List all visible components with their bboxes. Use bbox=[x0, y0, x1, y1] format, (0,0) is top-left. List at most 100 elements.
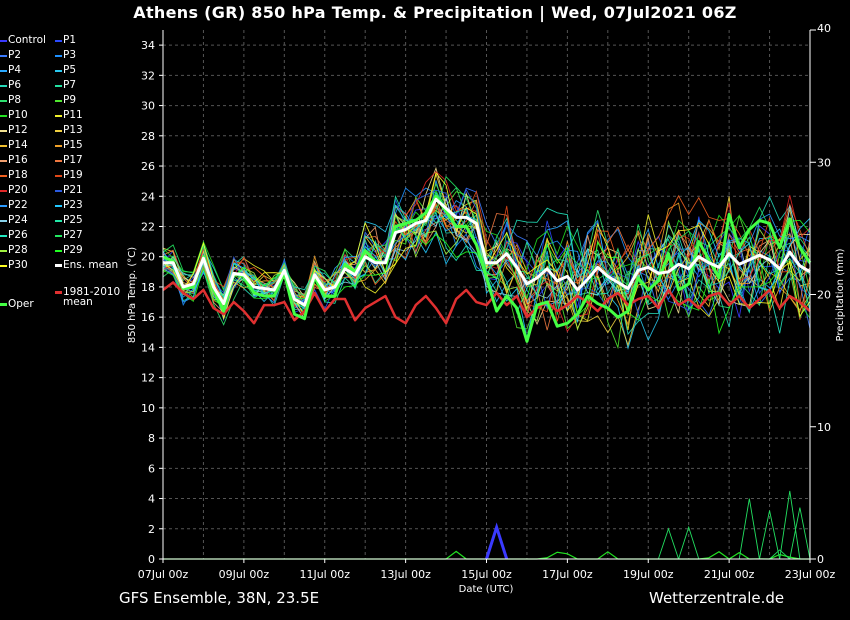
chart-ticks: 0246810121416182022242628303234010203040… bbox=[138, 22, 836, 581]
x-tick-label: 23Jul 00z bbox=[785, 568, 836, 581]
legend-swatch bbox=[55, 145, 62, 147]
precip-spike bbox=[678, 525, 700, 560]
legend-label: P15 bbox=[63, 139, 83, 151]
x-tick-label: 13Jul 00z bbox=[380, 568, 431, 581]
y-axis-label: 850 hPa Temp. (°C) bbox=[127, 247, 138, 343]
y-tick-label: 2 bbox=[148, 523, 155, 536]
legend-swatch bbox=[55, 175, 62, 177]
ens-mean-line bbox=[163, 197, 811, 307]
legend-swatch bbox=[55, 130, 62, 132]
legend-swatch bbox=[0, 205, 7, 207]
y2-tick-label: 30 bbox=[817, 156, 831, 169]
member-line bbox=[162, 195, 811, 336]
x-tick-label: 11Jul 00z bbox=[299, 568, 350, 581]
page-title: Athens (GR) 850 hPa Temp. & Precipitatio… bbox=[133, 3, 737, 22]
legend-swatch bbox=[55, 205, 62, 207]
legend-label: P7 bbox=[63, 79, 77, 91]
legend-label: P24 bbox=[8, 214, 28, 226]
y-tick-label: 14 bbox=[141, 341, 155, 354]
legend-label: P25 bbox=[63, 214, 83, 226]
legend-swatch bbox=[0, 85, 7, 87]
y-tick-label: 24 bbox=[141, 190, 155, 203]
legend-label: P12 bbox=[8, 124, 28, 136]
legend-swatch bbox=[0, 235, 7, 237]
y2-axis-label: Precipitation (mm) bbox=[835, 248, 846, 341]
site-name: Wetterzentrale.de bbox=[649, 589, 785, 607]
legend-swatch bbox=[0, 70, 7, 72]
y-tick-label: 30 bbox=[141, 100, 155, 113]
legend-swatch bbox=[55, 115, 62, 117]
y-tick-label: 34 bbox=[141, 39, 155, 52]
legend-swatch bbox=[55, 100, 62, 102]
legend-label: Ens. mean bbox=[63, 259, 119, 271]
legend-label: P19 bbox=[63, 169, 83, 181]
legend-swatch bbox=[55, 190, 62, 192]
main-lines bbox=[162, 194, 812, 343]
legend-swatch bbox=[0, 145, 7, 147]
legend-label: P26 bbox=[8, 229, 28, 241]
y-tick-label: 20 bbox=[141, 251, 155, 264]
legend-label: P9 bbox=[63, 94, 77, 106]
x-tick-label: 15Jul 00z bbox=[461, 568, 512, 581]
member-line bbox=[162, 172, 811, 347]
legend-swatch bbox=[0, 160, 7, 162]
y-tick-label: 26 bbox=[141, 160, 155, 173]
climate-mean-line bbox=[162, 281, 811, 325]
legend-label: P6 bbox=[8, 79, 22, 91]
legend-label: Oper bbox=[8, 298, 34, 310]
y-tick-label: 4 bbox=[148, 493, 155, 506]
legend-swatch bbox=[55, 264, 62, 267]
legend-swatch bbox=[0, 175, 7, 177]
legend-swatch bbox=[55, 70, 62, 72]
legend-label: P16 bbox=[8, 154, 28, 166]
legend-swatch bbox=[55, 291, 62, 294]
precip-spike bbox=[759, 510, 781, 560]
legend-label: P22 bbox=[8, 199, 28, 211]
legend-swatch bbox=[0, 55, 7, 57]
ensemble-members bbox=[162, 166, 811, 350]
legend-swatch bbox=[0, 265, 7, 267]
y-tick-label: 18 bbox=[141, 281, 155, 294]
y-tick-label: 12 bbox=[141, 372, 155, 385]
y-tick-label: 0 bbox=[148, 553, 155, 566]
member-line bbox=[162, 199, 811, 331]
legend-label: P8 bbox=[8, 94, 22, 106]
legend-label: P17 bbox=[63, 154, 83, 166]
y2-tick-label: 10 bbox=[817, 421, 831, 434]
legend-swatch bbox=[0, 130, 7, 132]
legend-label: P29 bbox=[63, 244, 83, 256]
legend-label: P4 bbox=[8, 64, 22, 76]
precip-spike bbox=[769, 549, 791, 560]
legend-label: P14 bbox=[8, 139, 28, 151]
legend-label: P3 bbox=[63, 49, 77, 61]
y-tick-label: 16 bbox=[141, 311, 155, 324]
precip-peak bbox=[485, 522, 509, 560]
legend-swatch bbox=[55, 85, 62, 87]
legend-swatch bbox=[55, 220, 62, 222]
legend-swatch bbox=[0, 303, 7, 306]
y2-tick-label: 40 bbox=[817, 22, 831, 35]
legend-swatch bbox=[55, 55, 62, 57]
x-tick-label: 07Jul 00z bbox=[138, 568, 189, 581]
y2-tick-label: 20 bbox=[817, 289, 831, 302]
precip-spike bbox=[738, 498, 760, 560]
y-tick-label: 10 bbox=[141, 402, 155, 415]
y-tick-label: 8 bbox=[148, 432, 155, 445]
legend-label: P28 bbox=[8, 244, 28, 256]
legend-label: P21 bbox=[63, 184, 83, 196]
legend-label: P27 bbox=[63, 229, 83, 241]
y-tick-label: 6 bbox=[148, 462, 155, 475]
y-tick-label: 22 bbox=[141, 220, 155, 233]
x-tick-label: 09Jul 00z bbox=[219, 568, 270, 581]
precip-spike bbox=[779, 490, 801, 560]
x-axis-label: Date (UTC) bbox=[459, 584, 514, 595]
legend-swatch bbox=[0, 100, 7, 102]
legend-label: P10 bbox=[8, 109, 28, 121]
legend-label: 1981-2010 mean bbox=[63, 286, 121, 308]
legend-swatch bbox=[55, 250, 62, 252]
legend-swatch bbox=[0, 190, 7, 192]
y2-tick-label: 0 bbox=[817, 553, 824, 566]
legend-label: P11 bbox=[63, 109, 83, 121]
legend-label: P23 bbox=[63, 199, 83, 211]
